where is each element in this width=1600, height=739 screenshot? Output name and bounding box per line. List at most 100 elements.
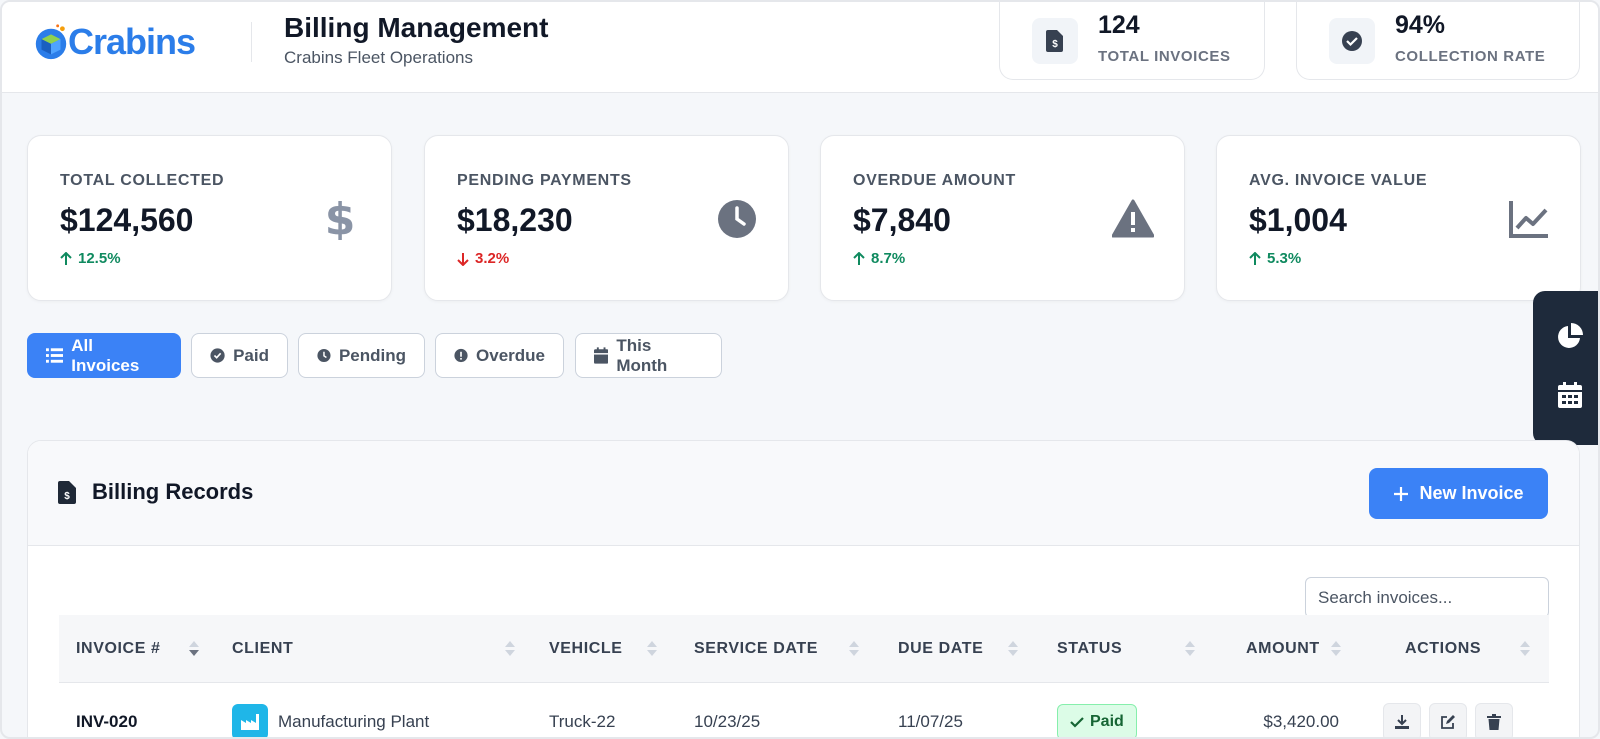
filter-label: This Month [616, 335, 668, 375]
kpi-change: 8.7% [853, 250, 905, 267]
dollar-icon: $ [325, 198, 356, 240]
download-button[interactable] [1383, 703, 1421, 737]
line-chart-icon [1509, 201, 1548, 238]
kpi-overdue-amount: OVERDUE AMOUNT $7,840 8.7% [820, 135, 1185, 301]
side-toolbar [1533, 291, 1598, 445]
actions-cell [1383, 683, 1521, 737]
brand-name: Crabins [68, 21, 196, 62]
kpi-avg-invoice-value: AVG. INVOICE VALUE $1,004 5.3% [1216, 135, 1581, 301]
kpi-change: 5.3% [1249, 250, 1301, 267]
plus-icon [1394, 486, 1409, 501]
filter-all-invoices[interactable]: All Invoices [27, 333, 181, 378]
kpi-change-value: 8.7% [871, 250, 906, 267]
kpi-change-value: 12.5% [78, 250, 121, 267]
reports-button[interactable] [1555, 321, 1585, 351]
filter-paid[interactable]: Paid [191, 333, 288, 378]
check-icon [1070, 717, 1084, 728]
filter-label: All Invoices [71, 335, 140, 375]
sort-icon[interactable] [505, 639, 515, 659]
filter-label: Paid [233, 345, 269, 365]
new-invoice-label: New Invoice [1419, 483, 1524, 503]
new-invoice-button[interactable]: New Invoice [1369, 468, 1548, 519]
exclamation-circle-icon [454, 348, 468, 363]
arrow-up-icon [60, 251, 72, 265]
sort-icon[interactable] [849, 639, 859, 659]
col-due-date[interactable]: DUE DATE [898, 640, 984, 657]
col-invoice[interactable]: INVOICE # [76, 640, 161, 657]
kpi-value: $18,230 [457, 202, 573, 238]
svg-text:$: $ [64, 491, 70, 502]
brand-logo[interactable]: Crabins [32, 20, 196, 64]
calendar-icon [594, 347, 609, 364]
col-amount[interactable]: AMOUNT [1246, 640, 1320, 657]
kpi-value: $1,004 [1249, 202, 1347, 238]
kpi-change: 12.5% [60, 250, 121, 267]
panel-header: $ Billing Records New Invoice [28, 441, 1579, 546]
header-divider [251, 22, 252, 62]
table-header: INVOICE # CLIENT VEHICLE SERVICE DATE DU… [59, 615, 1549, 683]
panel-title: Billing Records [92, 479, 254, 504]
kpi-value: $124,560 [60, 202, 194, 238]
page-title: Billing Management [284, 12, 549, 43]
edit-icon [1441, 715, 1455, 729]
svg-text:$: $ [1052, 39, 1058, 50]
trash-icon [1487, 714, 1501, 730]
header-stat-collection-rate: 94% COLLECTION RATE [1296, 2, 1580, 80]
total-invoices-label: TOTAL INVOICES [1098, 47, 1231, 65]
check-circle-icon [210, 348, 225, 363]
warning-icon [1112, 199, 1154, 238]
edit-button[interactable] [1429, 703, 1467, 737]
col-vehicle[interactable]: VEHICLE [549, 640, 623, 657]
status-cell: Paid [1057, 683, 1137, 737]
service-date: 10/23/25 [694, 712, 761, 731]
kpi-pending-payments: PENDING PAYMENTS $18,230 3.2% [424, 135, 789, 301]
invoice-icon: $ [58, 481, 76, 504]
check-circle-icon [1329, 17, 1375, 64]
invoice-number[interactable]: INV-020 [76, 712, 138, 731]
logo-cube-icon [35, 24, 67, 60]
client-cell: Manufacturing Plant [232, 683, 429, 737]
collection-rate-label: COLLECTION RATE [1395, 47, 1546, 65]
collection-rate-value: 94% [1395, 10, 1446, 39]
col-service-date[interactable]: SERVICE DATE [694, 640, 818, 657]
arrow-down-icon [457, 252, 469, 266]
filter-pending[interactable]: Pending [298, 333, 425, 378]
filter-label: Overdue [476, 345, 545, 365]
arrow-up-icon [1249, 251, 1261, 265]
kpi-value: $7,840 [853, 202, 951, 238]
kpi-change: 3.2% [457, 250, 509, 267]
kpi-total-collected: TOTAL COLLECTED $124,560 12.5% $ [27, 135, 392, 301]
filter-overdue[interactable]: Overdue [435, 333, 564, 378]
invoice-icon: $ [1032, 17, 1078, 64]
sort-icon[interactable] [1008, 639, 1018, 659]
download-icon [1395, 715, 1409, 729]
kpi-label: TOTAL COLLECTED [60, 172, 225, 189]
status-badge: Paid [1057, 704, 1137, 737]
sort-icon[interactable] [1331, 639, 1341, 659]
kpi-change-value: 5.3% [1267, 250, 1302, 267]
delete-button[interactable] [1475, 703, 1513, 737]
search-input[interactable] [1305, 577, 1549, 618]
calendar-icon [1558, 382, 1582, 408]
sort-icon[interactable] [1185, 639, 1195, 659]
col-client[interactable]: CLIENT [232, 640, 294, 657]
col-status[interactable]: STATUS [1057, 640, 1123, 657]
kpi-change-value: 3.2% [475, 250, 510, 267]
clock-icon [317, 348, 331, 363]
sort-icon[interactable] [1520, 639, 1530, 659]
top-header: Crabins Billing Management Crabins Fleet… [2, 2, 1598, 93]
sort-icon[interactable] [647, 639, 657, 659]
svg-text:$: $ [325, 198, 356, 240]
calendar-button[interactable] [1555, 380, 1585, 410]
table-row[interactable]: INV-020 Manufacturing Plant Truck-22 10/… [59, 683, 1549, 737]
clock-icon [718, 200, 756, 238]
filter-this-month[interactable]: This Month [575, 333, 722, 378]
kpi-label: PENDING PAYMENTS [457, 172, 632, 189]
amount: $3,420.00 [1263, 712, 1339, 731]
list-icon [46, 348, 64, 363]
billing-records-panel: $ Billing Records New Invoice INVOICE # … [27, 440, 1580, 737]
sort-icon[interactable] [189, 639, 199, 659]
total-invoices-value: 124 [1098, 10, 1140, 39]
col-actions: ACTIONS [1405, 640, 1482, 657]
kpi-label: OVERDUE AMOUNT [853, 172, 1016, 189]
